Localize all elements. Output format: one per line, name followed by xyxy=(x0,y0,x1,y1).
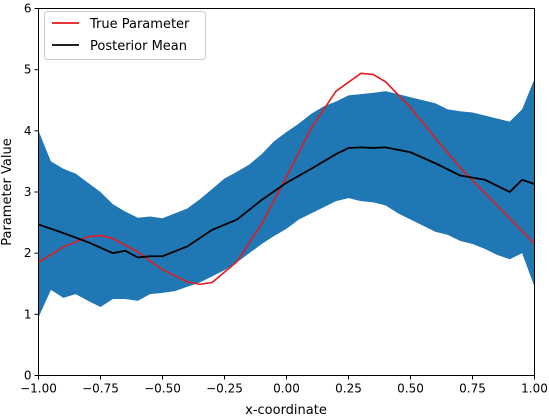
y-axis-label: Parameter Value xyxy=(0,138,15,245)
x-tick-label: −1.00 xyxy=(20,382,57,396)
legend-box xyxy=(44,11,206,60)
x-tick-label: 0.00 xyxy=(273,382,300,396)
legend-label-true-parameter: True Parameter xyxy=(89,17,190,32)
posterior-band xyxy=(38,78,535,318)
x-tick-label: 0.75 xyxy=(459,382,486,396)
y-tick-label: 2 xyxy=(24,246,32,260)
y-tick-label: 1 xyxy=(24,307,32,321)
x-tick-label: 1.00 xyxy=(521,382,548,396)
x-tick-label: 0.25 xyxy=(335,382,362,396)
y-axis-ticks: 0 1 2 3 4 5 6 xyxy=(24,2,39,383)
x-tick-label: −0.50 xyxy=(144,382,181,396)
y-tick-label: 5 xyxy=(24,63,32,77)
x-tick-label: −0.75 xyxy=(82,382,119,396)
true-parameter-line xyxy=(38,72,536,286)
x-tick-label: −0.25 xyxy=(206,382,243,396)
x-tick-label: 0.50 xyxy=(397,382,424,396)
plot-area xyxy=(38,72,536,318)
y-tick-label: 6 xyxy=(24,2,32,16)
x-axis-ticks: −1.00 −0.75 −0.50 −0.25 0.00 0.25 0.50 0.75 1.00 xyxy=(20,375,548,396)
legend: True Parameter Posterior Mean xyxy=(44,11,206,60)
posterior-mean-line xyxy=(38,146,535,259)
y-tick-label: 4 xyxy=(24,124,32,138)
y-tick-label: 0 xyxy=(24,369,32,383)
legend-label-posterior-mean: Posterior Mean xyxy=(90,39,187,54)
x-axis-label: x-coordinate xyxy=(245,403,327,418)
y-tick-label: 3 xyxy=(24,185,32,199)
